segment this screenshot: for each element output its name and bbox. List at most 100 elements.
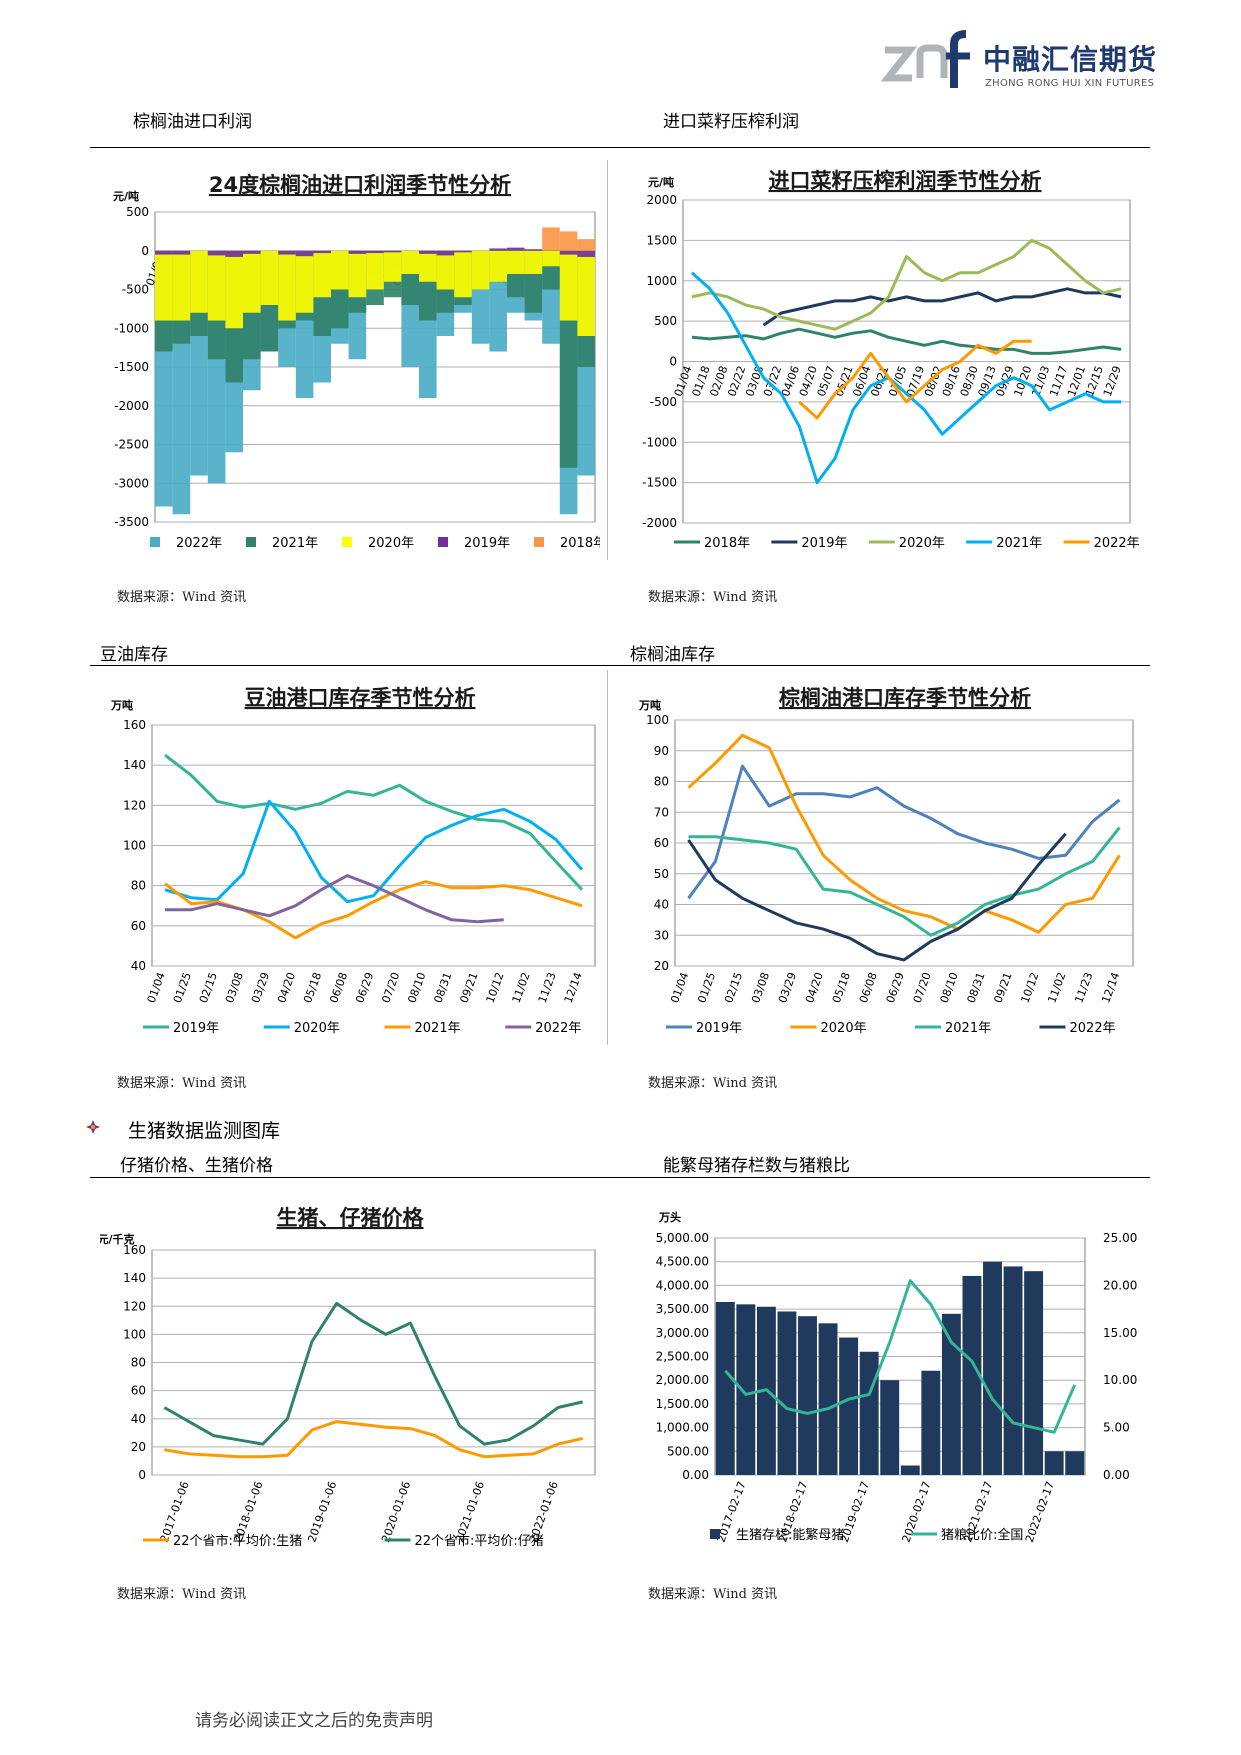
y-tick-label: 140 xyxy=(123,758,146,772)
legend-label: 2021年 xyxy=(415,1021,461,1036)
company-logo-cn: 中融汇信期货 xyxy=(983,43,1158,76)
y-tick-label: 30 xyxy=(654,928,669,942)
company-logo-en: ZHONG RONG HUI XIN FUTURES xyxy=(985,78,1155,89)
y2-tick-label: 0.00 xyxy=(1103,1468,1130,1482)
chart-title: 生猪、仔猪价格 xyxy=(277,1206,425,1230)
y-tick-label: 90 xyxy=(654,744,669,758)
area-bar xyxy=(348,250,367,254)
data-source: 数据来源：Wind 资讯 xyxy=(648,1587,778,1602)
y-tick-label: 2000 xyxy=(646,193,677,207)
area-bar xyxy=(190,250,208,313)
y2-tick-label: 10.00 xyxy=(1103,1373,1137,1387)
x-tick-label: 2020-01-06 xyxy=(379,1480,413,1545)
area-bar xyxy=(489,248,507,251)
x-tick-label: 08/31 xyxy=(965,971,988,1005)
area-bar xyxy=(366,250,384,290)
area-bar xyxy=(313,250,331,298)
y-tick-label: -2500 xyxy=(114,438,149,452)
area-bar xyxy=(295,250,314,313)
area-bar xyxy=(524,250,543,274)
area-bar xyxy=(577,250,595,336)
legend-swatch xyxy=(438,537,448,547)
legend-swatch xyxy=(150,537,160,547)
series-line xyxy=(762,287,1122,327)
area-bar xyxy=(331,250,349,290)
x-tick-label: 10/12 xyxy=(484,971,507,1005)
data-source: 数据来源：Wind 资讯 xyxy=(117,1587,247,1602)
divider xyxy=(90,1177,1150,1178)
area-bar xyxy=(436,250,455,256)
series-line xyxy=(163,1301,584,1446)
y-axis-unit: 元/吨 xyxy=(113,189,139,203)
section-label-palm-stock: 棕榈油库存 xyxy=(630,645,715,665)
y-tick-label: 120 xyxy=(123,798,146,812)
legend-label: 2021年 xyxy=(272,536,318,551)
bar xyxy=(1065,1451,1085,1475)
area-bar xyxy=(243,250,261,254)
y-tick-label: 0.00 xyxy=(682,1468,709,1482)
bar xyxy=(859,1351,879,1475)
x-tick-label: 02/15 xyxy=(197,971,220,1005)
y2-tick-label: 5.00 xyxy=(1103,1421,1130,1435)
chart-title: 进口菜籽压榨利润季节性分析 xyxy=(769,169,1042,193)
x-tick-label: 03/29 xyxy=(249,971,272,1005)
bar xyxy=(715,1301,735,1475)
area-bar xyxy=(207,250,226,256)
y-tick-label: 60 xyxy=(131,919,146,933)
y-axis-unit: 万吨 xyxy=(110,698,133,712)
x-tick-label: 08/10 xyxy=(938,971,961,1005)
y-tick-label: 20 xyxy=(654,959,669,973)
series-line xyxy=(687,832,1067,962)
x-tick-label: 03/08 xyxy=(749,971,772,1005)
area-bar xyxy=(507,247,525,251)
y-tick-label: -500 xyxy=(122,283,149,297)
y-tick-label: 4,000.00 xyxy=(656,1278,709,1292)
y-tick-label: 100 xyxy=(123,839,146,853)
series-line xyxy=(798,339,1032,420)
y-tick-label: 70 xyxy=(654,805,669,819)
area-bar xyxy=(577,250,595,257)
y-tick-label: 3,000.00 xyxy=(656,1326,709,1340)
legend-label: 2022年 xyxy=(1070,1021,1116,1036)
y-tick-label: 160 xyxy=(123,1243,146,1257)
area-bar xyxy=(559,250,578,255)
bar xyxy=(921,1370,941,1475)
chart-sow-stock-hog-grain: 万头 5,000.00 4,500.00 4,000.00 3,500.00 3,000.… xyxy=(656,1210,1138,1544)
x-tick-label: 12/14 xyxy=(562,971,585,1005)
x-tick-label: 06/08 xyxy=(327,971,350,1005)
area-bar xyxy=(542,227,560,251)
area-bar xyxy=(383,250,402,282)
x-tick-label: 10/12 xyxy=(1018,971,1041,1005)
legend-label: 2021年 xyxy=(996,536,1042,551)
y-tick-label: 50 xyxy=(654,867,669,881)
series-line xyxy=(164,799,584,904)
legend-label: 2020年 xyxy=(294,1021,340,1036)
chart-hog-piglet-price: 生猪、仔猪价格元/千克1601401201008060402002017-01-… xyxy=(100,1206,596,1549)
y-axis-unit: 万头 xyxy=(658,1210,681,1224)
section-bullet-icon xyxy=(86,1120,100,1134)
legend-label: 2020年 xyxy=(821,1021,867,1036)
area-bar xyxy=(507,250,525,274)
x-tick-label: 12/14 xyxy=(1099,971,1122,1005)
y-tick-label: -2000 xyxy=(642,516,677,530)
area-bar xyxy=(278,250,296,321)
divider xyxy=(90,147,1150,148)
area-bar xyxy=(436,250,455,290)
area-bar xyxy=(542,250,560,267)
area-bar xyxy=(313,250,331,254)
x-tick-label: 01/25 xyxy=(171,971,194,1005)
x-tick-label: 06/29 xyxy=(884,971,907,1005)
x-tick-label: 04/20 xyxy=(803,971,826,1005)
column-divider xyxy=(607,160,608,560)
y-tick-label: 0 xyxy=(138,1468,146,1482)
area-bar xyxy=(260,250,279,305)
area-bar xyxy=(454,250,472,253)
legend-label: 2018年 xyxy=(560,536,600,551)
divider xyxy=(90,665,1150,666)
chart-title: 24度棕榈油进口利润季节性分析 xyxy=(209,173,511,197)
y2-tick-label: 15.00 xyxy=(1103,1326,1137,1340)
area-bar xyxy=(348,250,367,298)
x-tick-label: 03/08 xyxy=(223,971,246,1005)
data-source: 数据来源：Wind 资讯 xyxy=(648,1076,778,1091)
